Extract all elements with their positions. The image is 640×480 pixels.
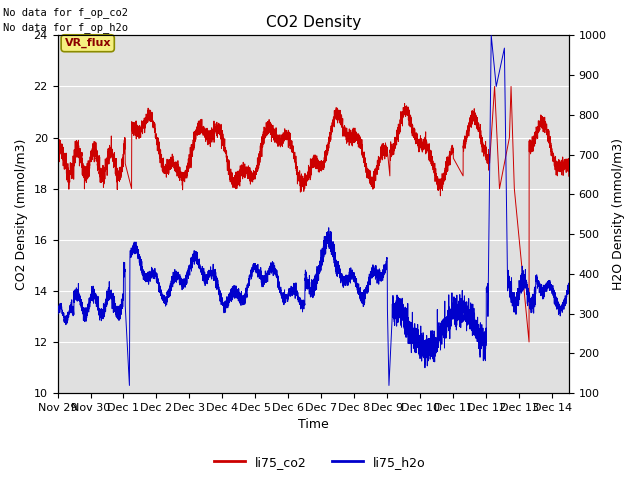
Text: VR_flux: VR_flux bbox=[65, 38, 111, 48]
Y-axis label: H2O Density (mmol/m3): H2O Density (mmol/m3) bbox=[612, 138, 625, 290]
X-axis label: Time: Time bbox=[298, 419, 328, 432]
Title: CO2 Density: CO2 Density bbox=[266, 15, 361, 30]
Text: No data for f_op_co2: No data for f_op_co2 bbox=[3, 7, 128, 18]
Legend: li75_co2, li75_h2o: li75_co2, li75_h2o bbox=[209, 451, 431, 474]
Y-axis label: CO2 Density (mmol/m3): CO2 Density (mmol/m3) bbox=[15, 139, 28, 290]
Text: No data for f_op_h2o: No data for f_op_h2o bbox=[3, 22, 128, 33]
